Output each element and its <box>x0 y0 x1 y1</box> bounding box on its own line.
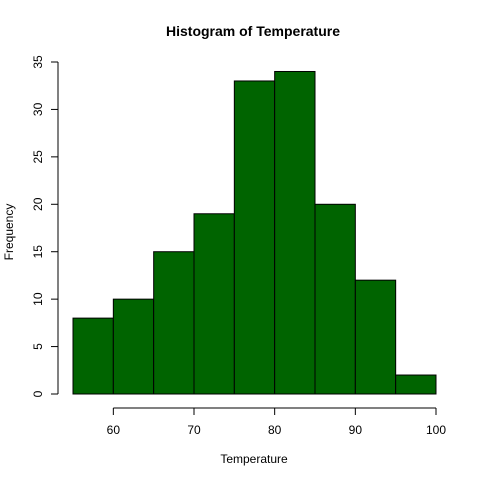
histogram-bar <box>233 80 276 395</box>
x-axis: 60 70 80 90 100 <box>107 407 446 437</box>
bars-group <box>72 70 437 395</box>
chart-title: Histogram of Temperature <box>166 23 340 39</box>
y-tick-label: 0 <box>31 390 45 397</box>
y-tick-label: 10 <box>31 292 45 306</box>
x-tick-label: 60 <box>107 423 121 437</box>
histogram-bar <box>354 279 397 395</box>
y-tick-label: 5 <box>31 343 45 350</box>
y-tick-label: 35 <box>31 55 45 69</box>
x-axis-label: Temperature <box>220 452 288 466</box>
y-axis-label: Frequency <box>2 204 16 261</box>
histogram-bar <box>112 298 155 395</box>
histogram-bar <box>395 374 437 395</box>
x-tick-label: 100 <box>426 423 446 437</box>
histogram-bar <box>274 70 316 395</box>
histogram-bar <box>193 213 235 395</box>
y-tick-label: 15 <box>31 245 45 259</box>
y-axis: 0 5 10 15 20 25 30 35 <box>31 55 59 397</box>
y-tick-label: 25 <box>31 150 45 164</box>
x-tick-label: 90 <box>349 423 363 437</box>
histogram-bar <box>72 317 114 395</box>
histogram-bar <box>153 251 195 395</box>
x-tick-label: 70 <box>187 423 201 437</box>
x-tick-label: 80 <box>268 423 282 437</box>
histogram-bar <box>314 203 356 395</box>
y-tick-label: 30 <box>31 102 45 116</box>
y-tick-label: 20 <box>31 197 45 211</box>
